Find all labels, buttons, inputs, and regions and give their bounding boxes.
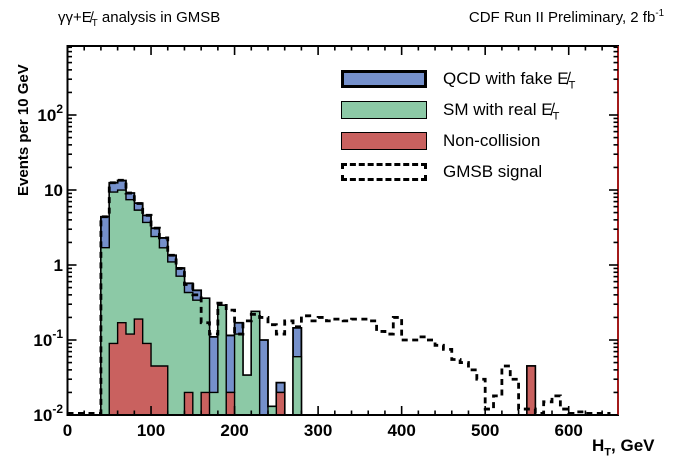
x-axis-title: HT, GeV — [592, 436, 655, 459]
svg-text:200: 200 — [220, 421, 248, 440]
legend-item-sm: SM with real E̸T — [341, 94, 575, 125]
legend-item-qcd: QCD with fake E̸T — [341, 63, 575, 94]
svg-text:10: 10 — [44, 181, 63, 200]
svg-text:600: 600 — [555, 421, 583, 440]
legend-label-gmsb: GMSB signal — [443, 161, 543, 181]
noncollision-swatch — [341, 131, 427, 150]
qcd-swatch — [341, 69, 427, 88]
y-axis-title: Events per 10 GeV — [15, 64, 32, 196]
sm-swatch — [341, 100, 427, 119]
svg-text:100: 100 — [137, 421, 165, 440]
svg-text:300: 300 — [304, 421, 332, 440]
svg-text:10-2: 10-2 — [33, 402, 63, 425]
legend: QCD with fake E̸T SM with real E̸T Non-c… — [341, 63, 575, 187]
svg-text:400: 400 — [387, 421, 415, 440]
svg-text:500: 500 — [471, 421, 499, 440]
legend-label-noncollision: Non-collision — [443, 130, 541, 150]
plot-title: γγ+E̸T analysis in GMSB — [58, 9, 221, 29]
svg-text:102: 102 — [37, 102, 63, 125]
svg-text:0: 0 — [63, 421, 72, 440]
svg-text:10-1: 10-1 — [33, 327, 63, 350]
legend-label-sm: SM with real E̸T — [443, 99, 560, 122]
gmsb-signal-swatch — [341, 162, 427, 181]
legend-item-gmsb: GMSB signal — [341, 156, 575, 187]
legend-item-noncollision: Non-collision — [341, 125, 575, 156]
svg-text:1: 1 — [54, 256, 63, 275]
legend-label-qcd: QCD with fake E̸T — [443, 68, 576, 91]
experiment-label: CDF Run II Preliminary, 2 fb-1 — [468, 8, 664, 26]
